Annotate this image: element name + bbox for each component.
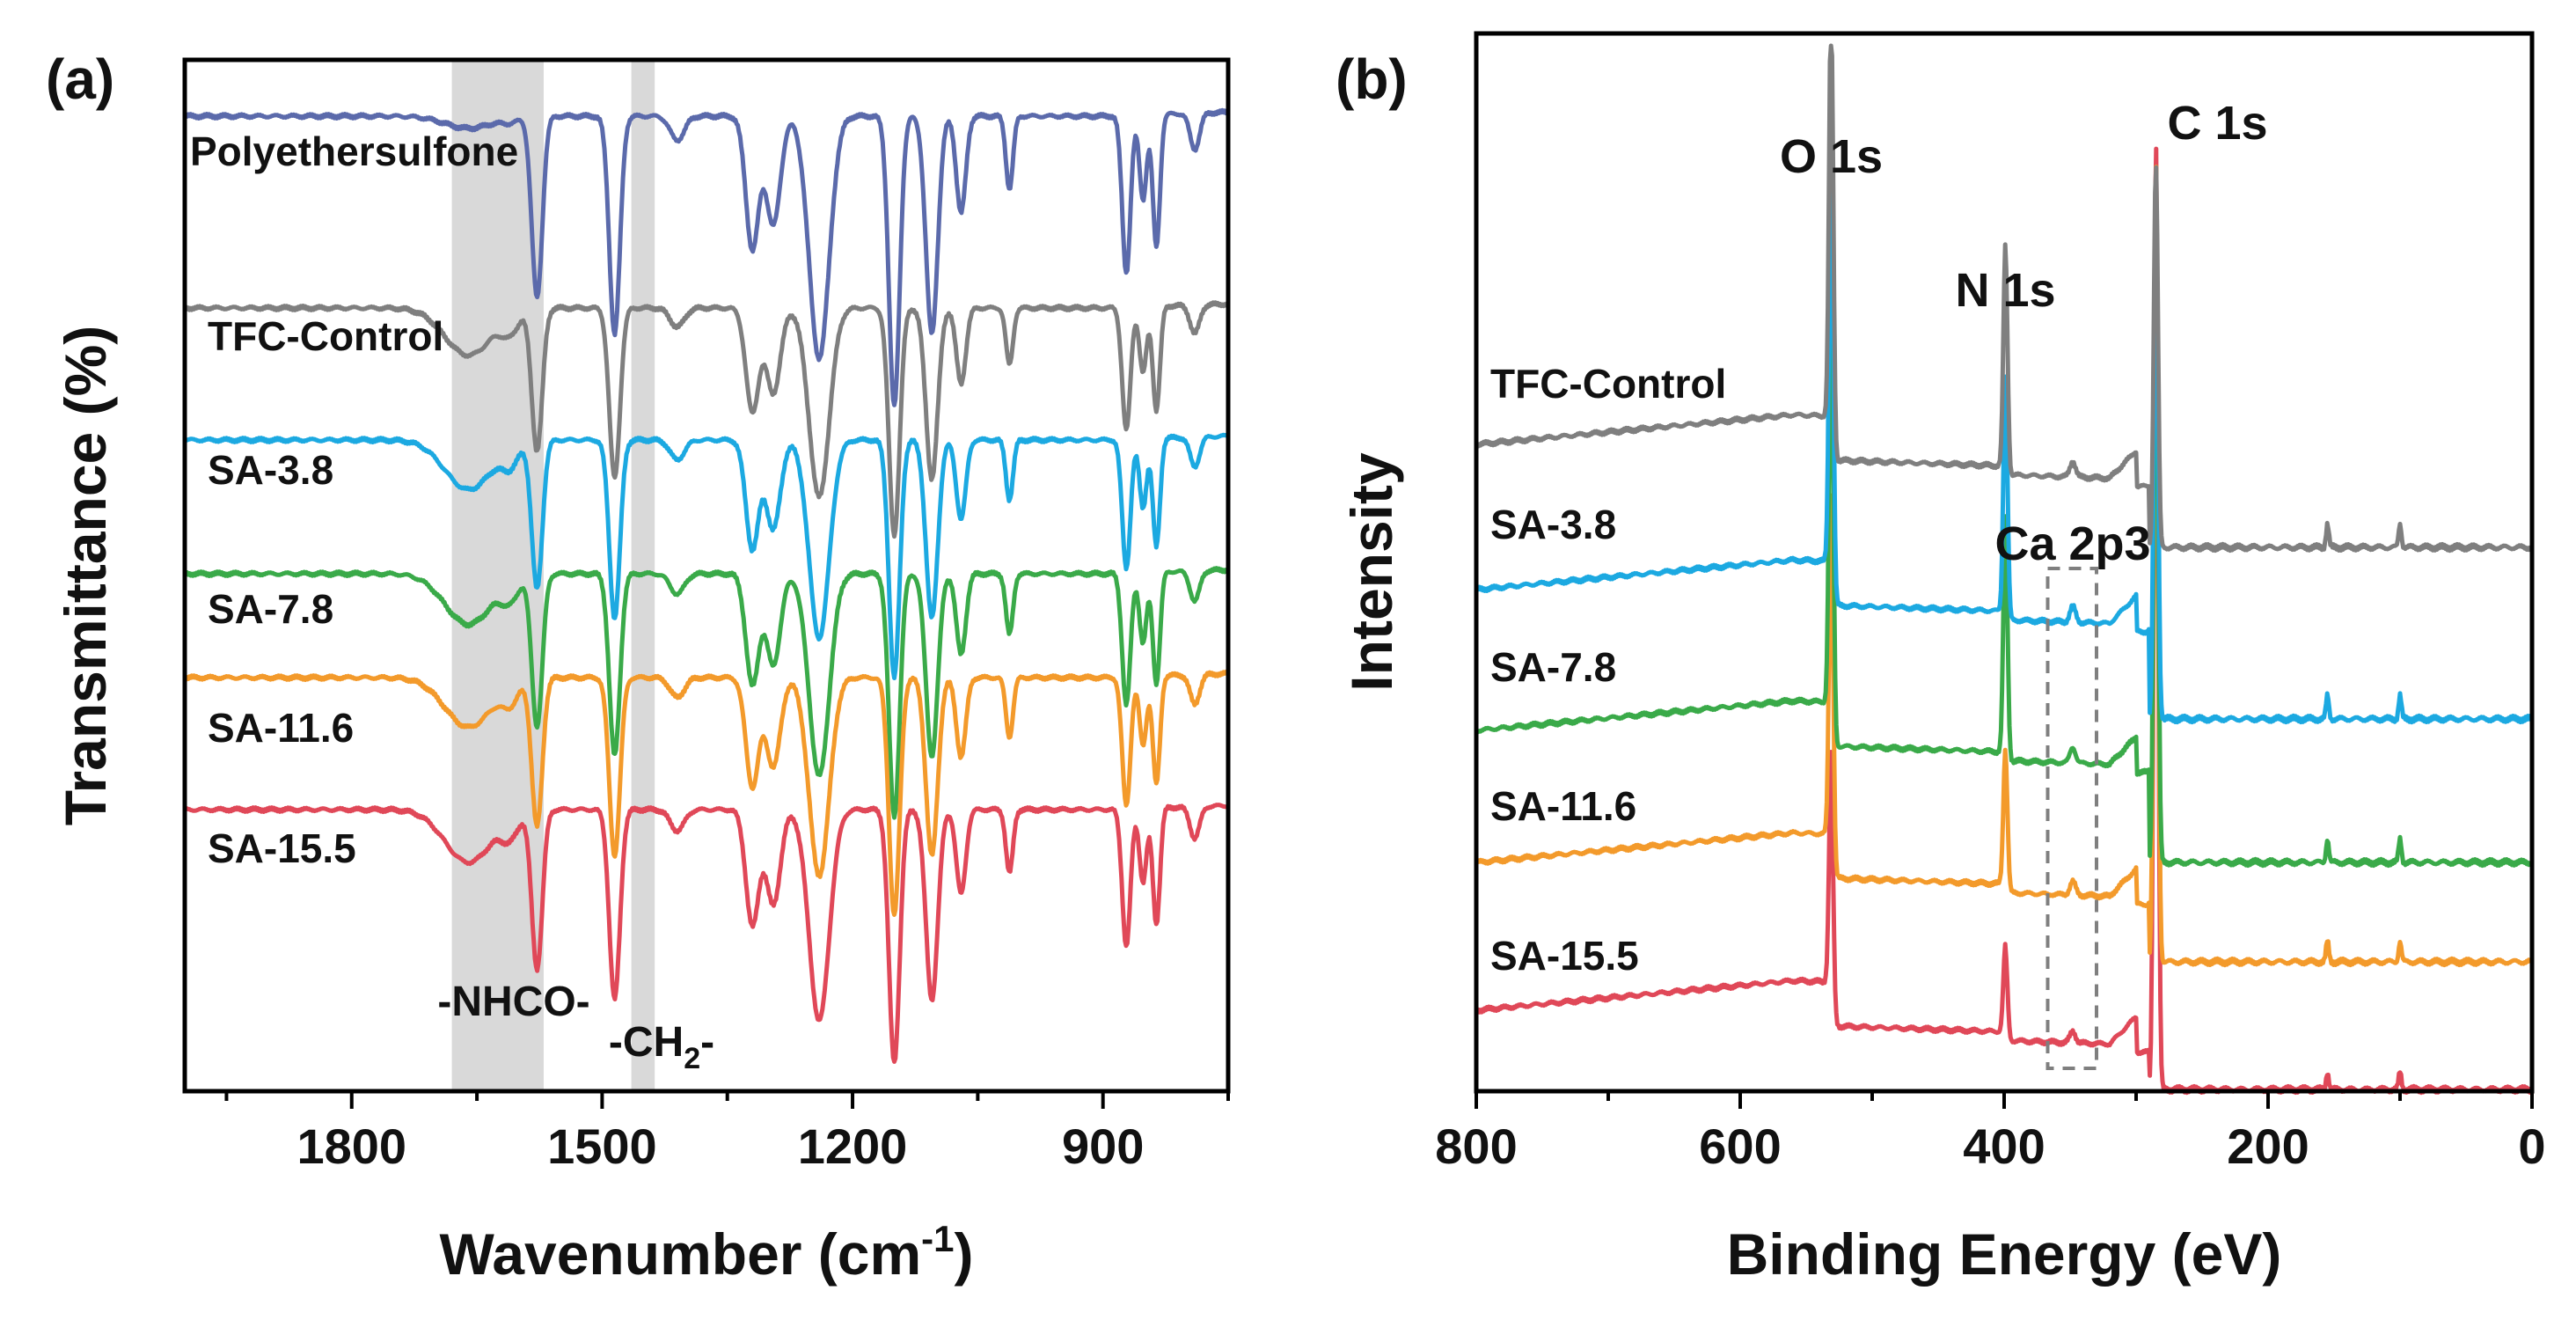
spectrum-tfc-control [1474, 43, 2535, 554]
panel-a-ftir: 1800 1500 1200 900 Polyethersulfone TFC-Cont… [46, 48, 1231, 1287]
spectrum-sa-11-6 [182, 669, 1231, 917]
nhco-annotation: -NHCO- [437, 979, 589, 1025]
peak-label-o-1s: O 1s [1780, 130, 1883, 183]
series-label-sa-15-5: SA-15.5 [1490, 933, 1639, 979]
peak-label-ca-2p3: Ca 2p3 [1994, 517, 2150, 570]
x-tick-label: 1800 [296, 1118, 406, 1174]
x-tick-label: 0 [2518, 1118, 2545, 1174]
series-label-polyethersulfone: Polyethersulfone [190, 128, 518, 174]
panel-b-label: (b) [1336, 48, 1408, 111]
x-axis-title: Binding Energy (eV) [1727, 1221, 2282, 1287]
spectrum-sa-3-8 [182, 432, 1231, 680]
peak-label-c-1s: C 1s [2167, 97, 2267, 150]
ch2-annotation: -CH2- [609, 1019, 714, 1075]
spectrum-sa-11-6 [1474, 165, 2535, 968]
x-axis-ticks: 1800 1500 1200 900 [224, 1091, 1230, 1174]
ca-2p3-region-box [2045, 567, 2098, 1070]
spectrum-sa-7-8 [182, 566, 1231, 820]
y-axis-title: Intensity [1339, 452, 1404, 692]
x-tick-label: 800 [1435, 1118, 1517, 1174]
series-labels: Polyethersulfone TFC-Control SA-3.8 SA-7.8 S… [190, 128, 518, 871]
x-tick-label: 900 [1062, 1118, 1144, 1174]
series-label-sa-11-6: SA-11.6 [1490, 783, 1636, 829]
x-tick-label: 1500 [547, 1118, 657, 1174]
series-label-sa-11-6: SA-11.6 [208, 705, 354, 751]
peak-label-n-1s: N 1s [1955, 264, 2055, 317]
ftir-spectra [182, 107, 1231, 1064]
x-tick-label: 1200 [798, 1118, 908, 1174]
peak-labels: O 1s N 1s C 1s Ca 2p3 [1780, 97, 2268, 570]
series-label-sa-3-8: SA-3.8 [208, 447, 333, 493]
panel-a-label: (a) [46, 48, 114, 111]
x-tick-label: 600 [1699, 1118, 1781, 1174]
series-label-tfc-control: TFC-Control [1490, 361, 1726, 407]
spectrum-sa-3-8 [1474, 127, 2535, 725]
series-label-sa-3-8: SA-3.8 [1490, 502, 1616, 547]
shaded-region-1 [451, 60, 544, 1091]
spectrum-sa-15-5 [182, 803, 1231, 1064]
series-labels: TFC-Control SA-3.8 SA-7.8 SA-11.6 SA-15.5 [1490, 361, 1726, 979]
x-axis-title: Wavenumber (cm-1) [439, 1218, 973, 1287]
x-axis-ticks: 800 600 400 200 0 [1435, 1091, 2546, 1174]
series-label-sa-7-8: SA-7.8 [1490, 644, 1616, 690]
x-tick-label: 400 [1963, 1118, 2045, 1174]
y-axis-title: Transmittance (%) [53, 326, 118, 825]
x-tick-label: 200 [2227, 1118, 2309, 1174]
series-label-sa-7-8: SA-7.8 [208, 586, 333, 632]
panel-b-xps: 800 600 400 200 0 TFC-Control SA-3.8 SA-7.8 SA-… [1336, 31, 2546, 1287]
series-label-sa-15-5: SA-15.5 [208, 825, 356, 871]
spectrum-tfc-control [182, 300, 1231, 539]
panel-a-frame [182, 57, 1231, 1094]
spectrum-sa-7-8 [1474, 199, 2535, 869]
spectrum-polyethersulfone [182, 107, 1231, 407]
series-label-tfc-control: TFC-Control [208, 313, 443, 359]
